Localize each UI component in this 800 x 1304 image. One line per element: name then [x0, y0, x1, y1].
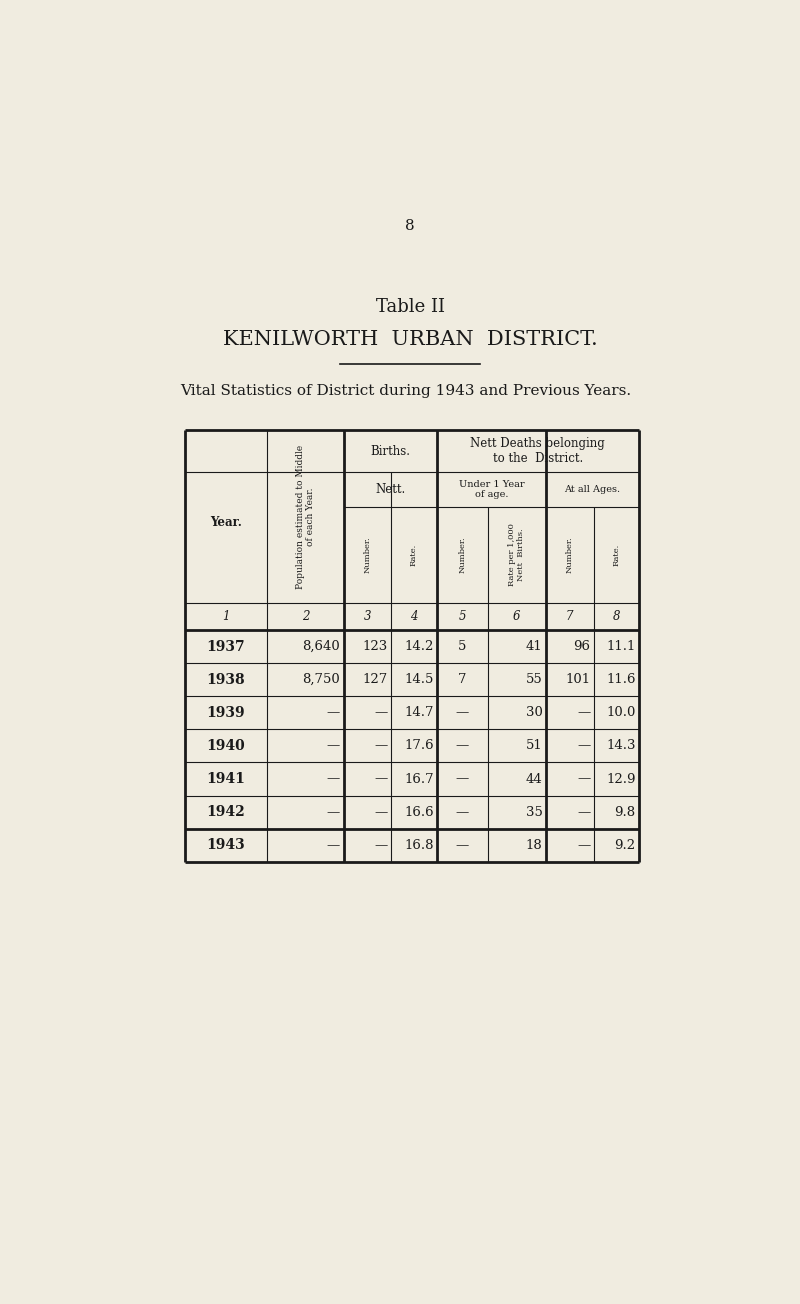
Text: 8: 8	[613, 610, 620, 623]
Text: 127: 127	[362, 673, 387, 686]
Text: —: —	[456, 806, 469, 819]
Text: 17.6: 17.6	[405, 739, 434, 752]
Text: 35: 35	[526, 806, 542, 819]
Text: —: —	[374, 707, 387, 720]
Text: —: —	[326, 707, 339, 720]
Text: —: —	[456, 838, 469, 852]
Text: —: —	[374, 838, 387, 852]
Text: 7: 7	[458, 673, 466, 686]
Text: —: —	[578, 772, 590, 785]
Text: 9.2: 9.2	[614, 838, 635, 852]
Text: Rate per 1,000
Nett  Births.: Rate per 1,000 Nett Births.	[508, 523, 525, 587]
Text: —: —	[578, 806, 590, 819]
Text: —: —	[578, 838, 590, 852]
Text: Nett Deaths belonging
to the  District.: Nett Deaths belonging to the District.	[470, 437, 606, 466]
Text: Population estimated to Middle
of each Year.: Population estimated to Middle of each Y…	[296, 445, 315, 588]
Text: Vital Statistics of District during 1943 and Previous Years.: Vital Statistics of District during 1943…	[180, 385, 631, 398]
Text: 18: 18	[526, 838, 542, 852]
Text: —: —	[456, 707, 469, 720]
Text: 1942: 1942	[206, 805, 246, 819]
Text: KENILWORTH  URBAN  DISTRICT.: KENILWORTH URBAN DISTRICT.	[222, 330, 598, 349]
Text: 1943: 1943	[206, 838, 246, 853]
Text: 1: 1	[222, 610, 230, 623]
Text: 8,750: 8,750	[302, 673, 339, 686]
Text: 11.6: 11.6	[606, 673, 635, 686]
Text: 41: 41	[526, 640, 542, 653]
Text: 1938: 1938	[206, 673, 246, 687]
Text: 4: 4	[410, 610, 418, 623]
Text: Nett.: Nett.	[375, 482, 406, 496]
Text: 14.2: 14.2	[405, 640, 434, 653]
Text: 16.6: 16.6	[405, 806, 434, 819]
Text: —: —	[374, 739, 387, 752]
Text: 14.5: 14.5	[405, 673, 434, 686]
Text: 11.1: 11.1	[606, 640, 635, 653]
Text: 16.7: 16.7	[405, 772, 434, 785]
Text: Rate.: Rate.	[612, 544, 620, 566]
Text: 14.7: 14.7	[405, 707, 434, 720]
Text: 5: 5	[458, 610, 466, 623]
Text: —: —	[374, 772, 387, 785]
Text: 55: 55	[526, 673, 542, 686]
Text: 123: 123	[362, 640, 387, 653]
Text: 14.3: 14.3	[606, 739, 635, 752]
Text: —: —	[456, 739, 469, 752]
Text: 5: 5	[458, 640, 466, 653]
Text: 9.8: 9.8	[614, 806, 635, 819]
Text: —: —	[326, 739, 339, 752]
Text: 6: 6	[513, 610, 520, 623]
Text: 7: 7	[566, 610, 574, 623]
Text: 1937: 1937	[206, 639, 246, 653]
Text: Number.: Number.	[363, 537, 371, 574]
Text: Births.: Births.	[370, 445, 410, 458]
Text: 3: 3	[364, 610, 371, 623]
Text: 8,640: 8,640	[302, 640, 339, 653]
Text: 1939: 1939	[206, 705, 246, 720]
Text: 96: 96	[574, 640, 590, 653]
Text: —: —	[578, 739, 590, 752]
Text: 1941: 1941	[206, 772, 246, 786]
Text: 44: 44	[526, 772, 542, 785]
Text: 1940: 1940	[206, 739, 246, 752]
Text: —: —	[374, 806, 387, 819]
Text: Under 1 Year
of age.: Under 1 Year of age.	[458, 480, 524, 499]
Text: 12.9: 12.9	[606, 772, 635, 785]
Text: 101: 101	[566, 673, 590, 686]
Text: At all Ages.: At all Ages.	[564, 485, 620, 494]
Text: Number.: Number.	[566, 537, 574, 574]
Text: —: —	[326, 806, 339, 819]
Text: 10.0: 10.0	[606, 707, 635, 720]
Text: —: —	[578, 707, 590, 720]
Text: 16.8: 16.8	[405, 838, 434, 852]
Text: Rate.: Rate.	[410, 544, 418, 566]
Text: —: —	[456, 772, 469, 785]
Text: 8: 8	[405, 219, 415, 233]
Text: 51: 51	[526, 739, 542, 752]
Text: —: —	[326, 772, 339, 785]
Text: —: —	[326, 838, 339, 852]
Text: Number.: Number.	[458, 537, 466, 574]
Text: 2: 2	[302, 610, 309, 623]
Text: Year.: Year.	[210, 516, 242, 529]
Text: 30: 30	[526, 707, 542, 720]
Text: Table II: Table II	[375, 297, 445, 316]
